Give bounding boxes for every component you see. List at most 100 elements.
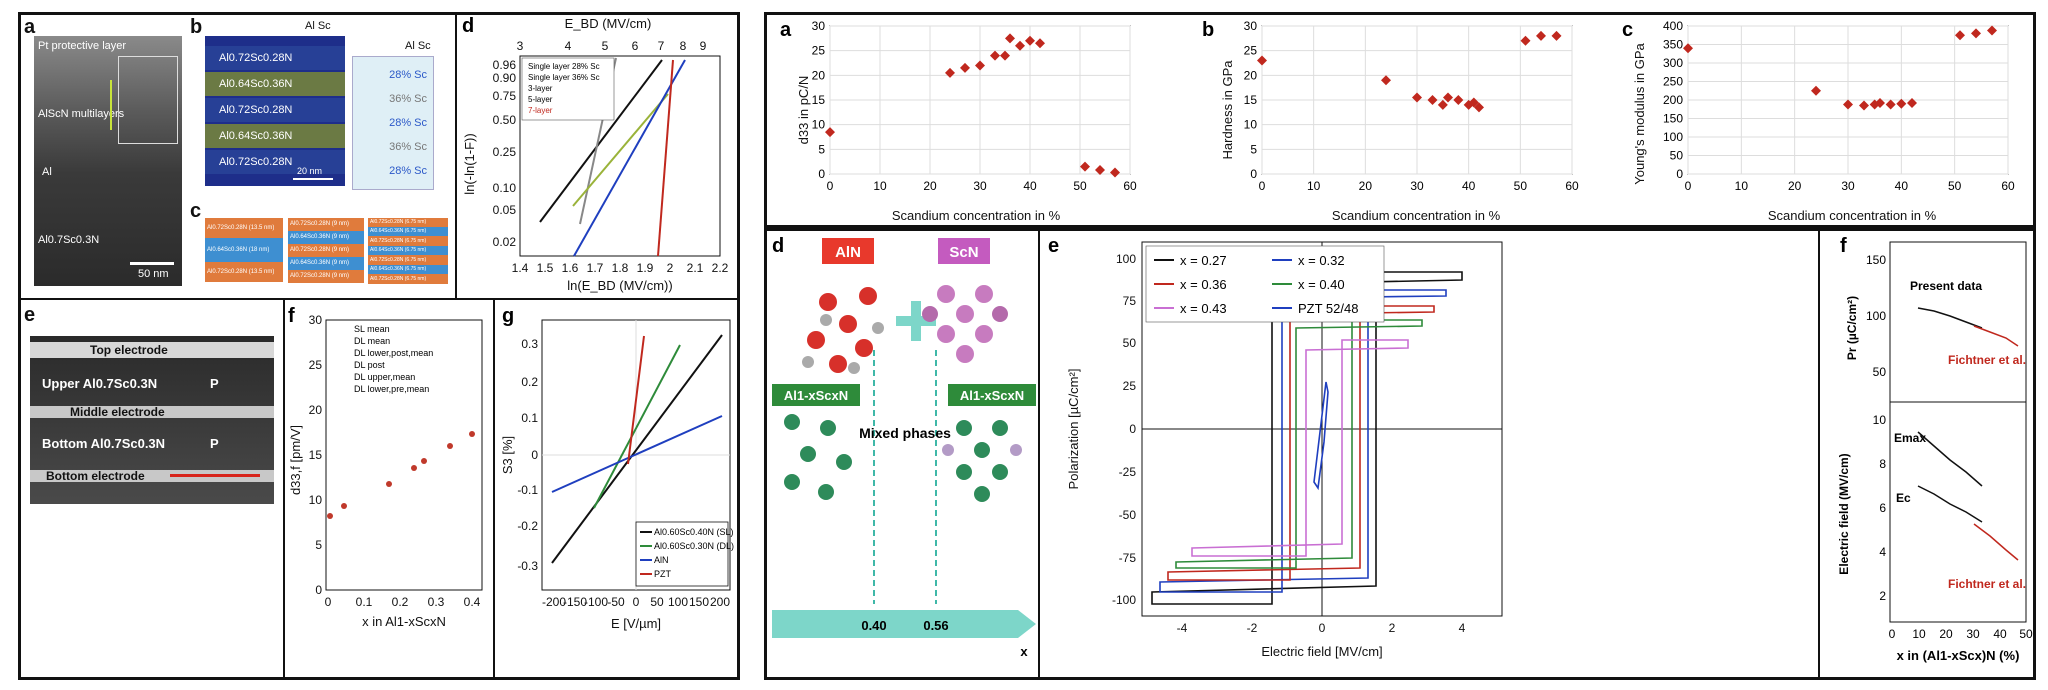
d-top-tick-3: 6 [632, 39, 639, 53]
data-point [1468, 97, 1479, 108]
f-xtick-4: 0.4 [464, 595, 481, 609]
edx-row-2 [205, 98, 345, 122]
panel-label-rf: f [1840, 235, 1847, 257]
d-top-tick-0: 3 [517, 39, 524, 53]
y-tick-label: 350 [1663, 38, 1683, 52]
e-ytick-25: 25 [1123, 379, 1137, 393]
d-top-tick-1: 4 [565, 39, 572, 53]
rc-ylabel: Young's modulus in GPa [1632, 42, 1647, 184]
phase-diagram: d AlN ScN Al1-xScxN Al1-xScxN Mixed phas… [772, 235, 1036, 659]
data-point [945, 67, 955, 78]
d-bottom-tick-8: 2.2 [712, 261, 729, 275]
rf-emax-line [1917, 431, 1983, 487]
f-ytick-1: 5 [315, 538, 322, 552]
data-point [1015, 40, 1025, 51]
y-tick-label: 200 [1663, 93, 1683, 107]
g-xtick-1: -150 [563, 595, 587, 609]
f-xtick-3: 0.3 [428, 595, 445, 609]
rb-xlabel: Scandium concentration in % [1332, 208, 1501, 223]
panel-label-d: d [462, 15, 474, 37]
d-legend-0: Single layer 28% Sc [528, 62, 600, 71]
e-xtick-0: -4 [1177, 621, 1188, 635]
y-tick-label: 400 [1663, 19, 1683, 33]
e-legend-3: x = 0.40 [1298, 277, 1345, 292]
data-point [1035, 38, 1045, 49]
x-tick-label: 40 [1462, 179, 1476, 193]
hardness-vs-scandium-chart: b Scandium concentration in % Hardness i… [1202, 19, 1579, 223]
d33-vs-scandium-chart: a Scandium concentration in % d33 in pC/… [780, 19, 1137, 223]
f-xtick-0: 0 [325, 595, 332, 609]
d-bottom-tick-7: 2.1 [687, 261, 704, 275]
sem-middle-electrode: Middle electrode [70, 405, 165, 419]
sem-p-bottom: P [210, 436, 219, 451]
x-tick-label: 30 [973, 179, 987, 193]
rf-ec-label: Ec [1896, 491, 1911, 505]
y-tick-label: 20 [1244, 68, 1258, 82]
c2-2: Al0.72Sc0.28N (9 nm) [288, 244, 364, 257]
f-xlabel: x in Al1-xScxN [362, 614, 446, 629]
right-divider-v2 [1818, 228, 1820, 680]
edx-layer-0: Al0.72Sc0.28N [219, 52, 293, 64]
c3-2: Al0.72Sc0.28N (6.75 nm) [368, 236, 448, 246]
c2-1: Al0.64Sc0.36N (9 nm) [288, 231, 364, 244]
right-divider-v1 [1038, 228, 1040, 680]
rf-top-ytick-2: 50 [1873, 365, 1887, 379]
e-ytick-0: 0 [1129, 422, 1136, 436]
e-ytick-n100: -100 [1112, 593, 1136, 607]
d-left-tick-0: 0.96 [493, 58, 517, 72]
edx-row-1 [205, 72, 345, 96]
d-left-tick-1: 0.90 [493, 71, 517, 85]
d-top-tick-2: 5 [602, 39, 609, 53]
panel-label-ra: a [780, 19, 792, 41]
x-tick-label: 0 [1259, 179, 1266, 193]
data-point [1025, 35, 1035, 46]
edx-row-0 [205, 46, 345, 70]
g-legend-1: Al0.60Sc0.30N (DL) [654, 541, 734, 551]
d-left-tick-3: 0.50 [493, 113, 517, 127]
scn-label: ScN [949, 244, 978, 261]
data-point [1971, 28, 1981, 39]
weibull-plot: d E_BD (MV/cm) 3 4 5 6 7 8 9 0.96 0.90 0… [462, 15, 729, 293]
pt-layer-text: Pt protective layer [38, 40, 127, 52]
data-point [1443, 92, 1453, 103]
g-xtick-6: 100 [668, 595, 688, 609]
rf-bot-ytick-1: 8 [1879, 457, 1886, 471]
c1-2: Al0.72Sc0.28N (13.5 nm) [205, 262, 283, 282]
x-tick-label: 10 [1735, 179, 1749, 193]
data-point [1412, 92, 1422, 103]
data-point [1110, 167, 1120, 178]
edx-layer-2: Al0.72Sc0.28N [219, 104, 293, 116]
rf-ec-line [1917, 485, 1983, 523]
x-tick-label: 50 [1073, 179, 1087, 193]
f-ytick-5: 25 [309, 358, 323, 372]
d-legend-4: 7-layer [528, 106, 553, 115]
y-tick-label: 20 [812, 68, 826, 82]
g-xtick-7: 150 [689, 595, 709, 609]
rf-bot-ytick-3: 4 [1879, 545, 1886, 559]
panel-label-a: a [24, 16, 36, 38]
data-point [1474, 102, 1484, 113]
edx-row-4 [205, 150, 345, 174]
e-xticks: -4 -2 0 2 4 [1177, 621, 1466, 635]
alscn-wurtzite-crystal [784, 414, 852, 500]
sem-bottom-electrode: Bottom electrode [46, 469, 145, 483]
scalebar-a [130, 262, 174, 265]
c3-0: Al0.72Sc0.28N (6.75 nm) [368, 218, 448, 227]
data-point [1437, 99, 1448, 110]
yellow-arrow [110, 80, 112, 130]
e-xtick-4: 4 [1459, 621, 1466, 635]
edx-row-3 [205, 124, 345, 148]
rf-bot-ytick-0: 10 [1873, 413, 1887, 427]
edx-layer-1: Al0.64Sc0.36N [219, 78, 293, 90]
d-top-tick-4: 7 [658, 39, 665, 53]
sem-bottom-layer: Bottom Al0.7Sc0.3N [42, 436, 166, 451]
x-tick-label: 10 [1307, 179, 1321, 193]
d-legend: Single layer 28% Sc Single layer 36% Sc … [521, 57, 615, 121]
right-figure-frame-bottom [764, 228, 2036, 680]
g-ylabel: S3 [%] [500, 436, 515, 474]
value-056: 0.56 [923, 618, 948, 633]
conc-1: 36% Sc [389, 93, 427, 105]
d-bottom-axis-label: ln(E_BD (MV/cm)) [567, 278, 672, 293]
c3-3: Al0.64Sc0.36N (6.75 nm) [368, 246, 448, 255]
y-tick-label: 0 [1676, 167, 1683, 181]
